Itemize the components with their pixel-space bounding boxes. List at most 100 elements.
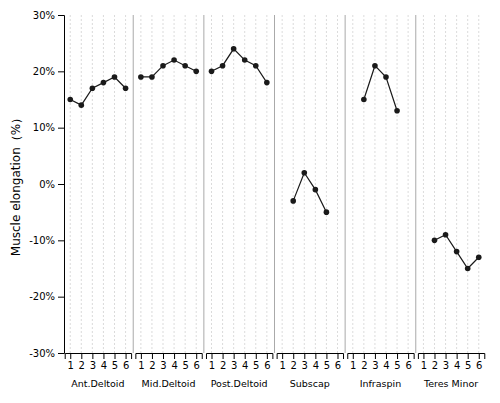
grid-line [337,15,338,353]
x-tick: 5 [182,353,188,371]
y-tick-mark [58,353,64,354]
x-tick-mark [408,353,409,359]
x-tick-mark [234,353,235,359]
x-tick-label: 1 [279,360,285,371]
x-tick: 6 [405,353,411,371]
x-tick-mark [423,353,424,359]
x-tick-label: 4 [454,360,460,371]
y-tick-mark [58,184,64,185]
x-tick: 5 [253,353,259,371]
group-separator [203,15,204,353]
grid-line [434,15,435,353]
x-tick-mark [126,353,127,359]
data-layer [67,46,481,271]
x-tick: 6 [335,353,341,371]
y-tick: 0% [39,179,64,190]
series [209,46,270,85]
group-separators [133,15,416,353]
x-tick-mark [245,353,246,359]
data-point [220,63,226,69]
x-axis-line [277,354,343,360]
grid-line [397,15,398,353]
y-tick-label: -30% [29,348,55,359]
x-tick-label: 2 [79,360,85,371]
x-tick-mark [479,353,480,359]
x-tick-label: 2 [291,360,297,371]
data-point [193,69,199,75]
group-label: Teres Minor [423,378,478,389]
data-point [313,187,319,193]
data-point [112,74,118,80]
x-tick-label: 3 [372,360,378,371]
group-label: Mid.Deltoid [142,378,196,389]
grid-line [140,15,141,353]
grid-line [423,15,424,353]
data-point [242,57,248,63]
x-tick-mark [81,353,82,359]
y-tick: 20% [33,66,64,77]
x-tick-mark [196,353,197,359]
data-point [361,97,367,103]
x-tick-label: 2 [361,360,367,371]
data-point [79,102,85,108]
x-tick: 5 [394,353,400,371]
series-line [293,173,326,212]
x-tick: 3 [302,353,308,371]
x-tick: 3 [443,353,449,371]
grid-line [103,15,104,353]
x-tick-mark [163,353,164,359]
x-axis-line [65,354,131,360]
y-tick: 10% [33,122,64,133]
data-point [324,209,330,215]
y-axis-line [58,16,65,354]
x-tick: 1 [68,353,74,371]
data-point [264,80,270,86]
grid-line [467,15,468,353]
series-line [364,66,397,111]
y-tick-mark [58,71,64,72]
grid-line [70,15,71,353]
data-point [171,57,177,63]
x-tick-label: 2 [432,360,438,371]
x-tick-label: 5 [324,360,330,371]
x-tick-mark [337,353,338,359]
x-tick-label: 4 [171,360,177,371]
x-tick-mark [375,353,376,359]
series [361,63,400,114]
x-tick-mark [293,353,294,359]
grid-line [266,15,267,353]
group-label: Post.Deltoid [211,378,268,389]
x-tick-mark [267,353,268,359]
series [290,170,329,215]
series-line [434,235,478,269]
y-tick-label: 20% [33,66,55,77]
x-tick-mark [212,353,213,359]
x-tick: 1 [279,353,285,371]
x-axis: 123456 [277,353,343,371]
y-tick: -10% [29,235,64,246]
x-tick: 4 [383,353,389,371]
x-tick-mark [364,353,365,359]
x-tick-mark [386,353,387,359]
data-point [476,254,482,260]
x-tick: 1 [138,353,144,371]
series-line [212,49,267,83]
x-axis-line [136,354,202,360]
x-tick: 3 [231,353,237,371]
grid-line [174,15,175,353]
x-tick-label: 3 [443,360,449,371]
plot-area: -30%-20%-10%0%10%20%30%123456Ant.Deltoid… [29,10,485,389]
grid-line [352,15,353,353]
x-tick-label: 3 [231,360,237,371]
x-axis: 123456 [418,353,484,371]
grid-line [211,15,212,353]
x-tick-mark [315,353,316,359]
group-separator [274,15,275,353]
x-tick: 2 [79,353,85,371]
x-tick-label: 4 [101,360,107,371]
series [138,57,199,80]
x-tick-label: 1 [68,360,74,371]
grid-line [114,15,115,353]
series [67,74,128,108]
x-tick-label: 2 [149,360,155,371]
